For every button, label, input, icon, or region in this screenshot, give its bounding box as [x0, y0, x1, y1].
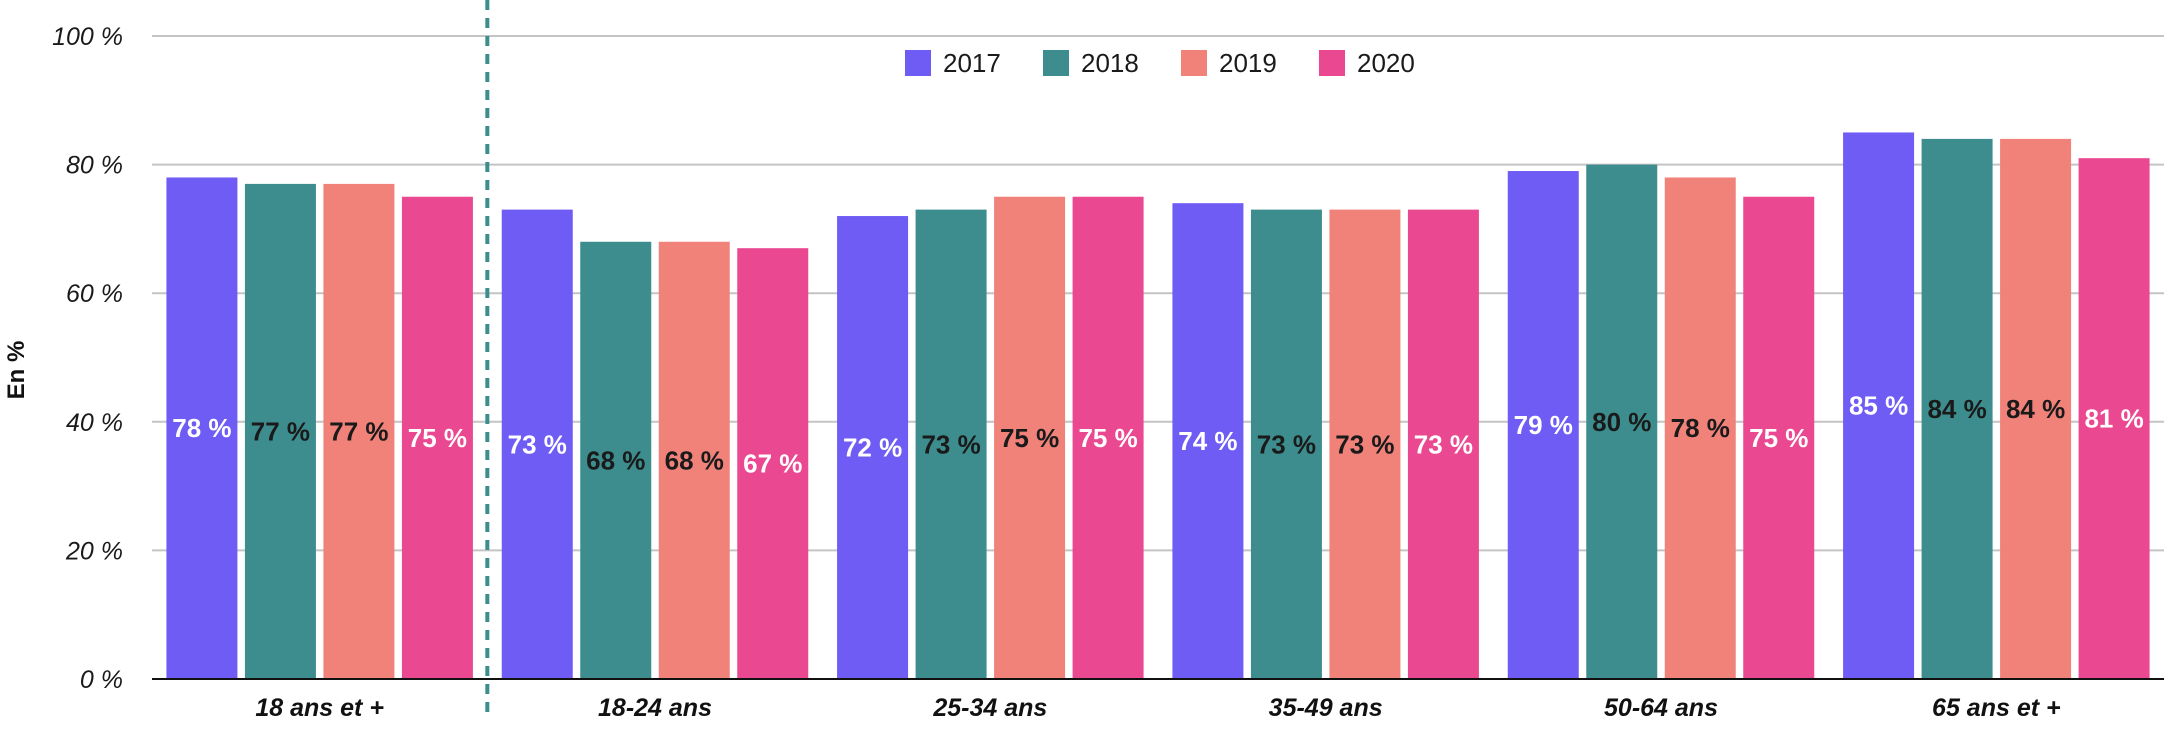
x-category-label: 50-64 ans: [1604, 694, 1718, 722]
bar-2017-3: [1172, 203, 1244, 679]
y-tick-label: 40 %: [66, 409, 123, 437]
data-label: 73 %: [1257, 429, 1316, 459]
data-label: 78 %: [1671, 413, 1730, 443]
data-label: 67 %: [743, 449, 802, 479]
x-axis-categories: 18 ans et + 18-24 ans 25-34 ans 35-49 ans 50…: [255, 694, 2061, 722]
data-label: 81 %: [2084, 404, 2143, 434]
bar-2020-4: [1743, 196, 1815, 679]
legend-swatch-2019: [1181, 50, 1207, 76]
data-label: 68 %: [665, 445, 724, 475]
y-tick-label: 60 %: [66, 280, 123, 308]
x-category-label: 18 ans et +: [255, 694, 384, 722]
bar-2018-2: [915, 209, 987, 680]
bar-2020-5: [2078, 158, 2150, 680]
bar-2019-1: [658, 241, 730, 679]
y-tick-label: 20 %: [65, 537, 123, 565]
data-label: 77 %: [329, 416, 388, 446]
bar-2017-5: [1843, 132, 1915, 679]
legend-label-2019: 2019: [1219, 48, 1277, 78]
bar-2017-2: [837, 216, 909, 680]
data-label: 73 %: [1414, 429, 1473, 459]
data-labels: 78 % 77 % 77 % 75 % 73 % 68 % 68 % 67 % 72 % 73 %…: [172, 391, 2143, 479]
data-label: 73 %: [508, 429, 567, 459]
bar-2018-0: [244, 183, 316, 679]
y-axis-ticks: 0 % 20 % 40 % 60 % 80 % 100 %: [52, 23, 123, 694]
data-label: 85 %: [1849, 391, 1908, 421]
legend: 2017 2018 2019 2020: [905, 48, 1415, 78]
data-label: 80 %: [1592, 407, 1651, 437]
bar-2017-0: [166, 177, 238, 679]
y-tick-label: 0 %: [80, 666, 123, 694]
bar-2017-1: [501, 209, 573, 680]
data-label: 68 %: [586, 445, 645, 475]
bar-2019-5: [2000, 138, 2072, 679]
legend-swatch-2017: [905, 50, 931, 76]
bar-2020-2: [1072, 196, 1144, 679]
legend-swatch-2020: [1319, 50, 1345, 76]
data-label: 75 %: [1749, 423, 1808, 453]
bar-2019-0: [323, 183, 395, 679]
data-label: 73 %: [921, 429, 980, 459]
legend-label-2017: 2017: [943, 48, 1001, 78]
bar-2019-3: [1329, 209, 1401, 680]
bar-2019-2: [994, 196, 1066, 679]
data-label: 79 %: [1514, 410, 1573, 440]
data-label: 75 %: [1078, 423, 1137, 453]
legend-label-2020: 2020: [1357, 48, 1415, 78]
data-label: 78 %: [172, 413, 231, 443]
bar-2020-3: [1407, 209, 1479, 680]
bar-2018-4: [1586, 164, 1658, 680]
y-tick-label: 80 %: [66, 152, 123, 180]
bar-2020-0: [401, 196, 473, 679]
y-tick-label: 100 %: [52, 23, 123, 51]
data-label: 84 %: [2006, 394, 2065, 424]
bar-2017-4: [1507, 171, 1579, 679]
data-label: 75 %: [1000, 423, 1059, 453]
data-label: 84 %: [1927, 394, 1986, 424]
x-category-label: 35-49 ans: [1269, 694, 1383, 722]
x-category-label: 65 ans et +: [1932, 694, 2061, 722]
legend-label-2018: 2018: [1081, 48, 1139, 78]
bar-2019-4: [1664, 177, 1736, 679]
data-label: 72 %: [843, 433, 902, 463]
x-category-label: 25-34 ans: [932, 694, 1047, 722]
x-category-label: 18-24 ans: [598, 694, 712, 722]
y-axis-label: En %: [3, 341, 30, 400]
data-label: 77 %: [251, 416, 310, 446]
bar-2018-1: [580, 241, 652, 679]
bars: [166, 132, 2150, 680]
bar-2020-1: [737, 248, 809, 679]
bar-2018-3: [1250, 209, 1322, 680]
bar-2018-5: [1921, 138, 1993, 679]
data-label: 74 %: [1178, 426, 1237, 456]
data-label: 75 %: [408, 423, 467, 453]
legend-swatch-2018: [1043, 50, 1069, 76]
data-label: 73 %: [1335, 429, 1394, 459]
